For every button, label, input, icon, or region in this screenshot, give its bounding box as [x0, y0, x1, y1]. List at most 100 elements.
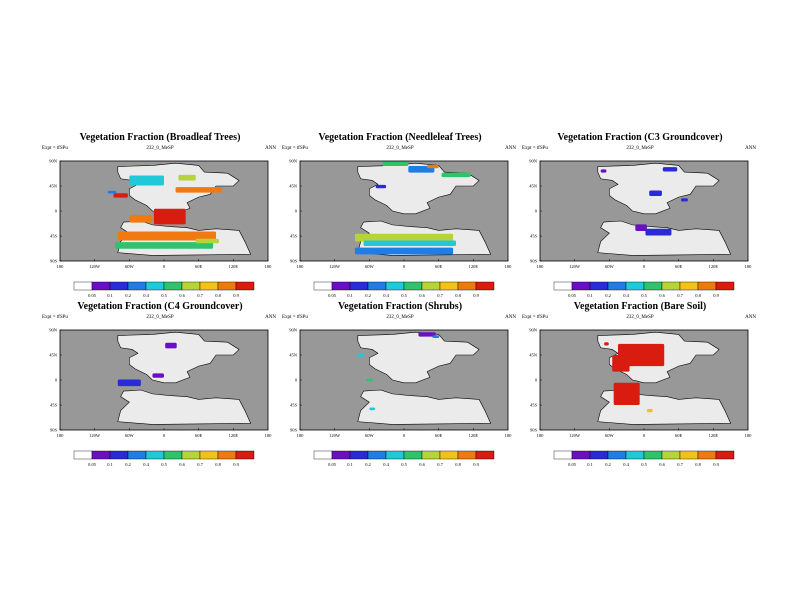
- colorbar-swatch: [385, 281, 405, 291]
- vegetation-region: [680, 198, 688, 202]
- needleleaf-trees-panel: Vegetation Fraction (Needleleaf Trees) E…: [280, 132, 520, 332]
- vegetation-region: [613, 382, 640, 405]
- y-tick-label: 90S: [50, 259, 58, 264]
- expt-label: Expt = tfSPu: [42, 315, 68, 320]
- vegetation-region: [129, 214, 153, 223]
- map-plot: 180 120W 60W 0 60E 120E 180 90N 45N 0 45S 90S 0.05 0.…: [529, 328, 752, 468]
- c4-groundcover-panel: Vegetation Fraction (C4 Groundcover) Exp…: [40, 301, 280, 501]
- panel-title: Vegetation Fraction (C3 Groundcover): [557, 132, 723, 143]
- colorbar-label: 0.05: [88, 462, 97, 467]
- vegetation-region: [357, 353, 365, 357]
- x-tick-label: 120W: [569, 433, 581, 438]
- x-tick-label: 0: [403, 433, 406, 438]
- broadleaf-trees-panel: Vegetation Fraction (Broadleaf Trees) Ex…: [40, 132, 280, 332]
- season-label: ANN: [745, 315, 756, 320]
- x-tick-label: 180: [297, 433, 305, 438]
- colorbar-swatch: [475, 281, 495, 291]
- x-tick-label: 180: [265, 264, 273, 269]
- x-tick-label: 120W: [89, 433, 101, 438]
- x-tick-label: 180: [505, 264, 513, 269]
- vegetation-region: [165, 342, 177, 349]
- colorbar-swatch: [313, 450, 333, 460]
- x-tick-label: 60W: [125, 433, 135, 438]
- y-tick-label: 0: [535, 378, 538, 383]
- x-tick-label: 180: [537, 433, 545, 438]
- colorbar-swatch: [571, 450, 591, 460]
- colorbar-swatch: [349, 281, 369, 291]
- colorbar-label: 0.2: [365, 462, 371, 467]
- colorbar-swatch: [73, 450, 93, 460]
- colorbar-label: 0.05: [568, 293, 577, 298]
- y-tick-label: 0: [55, 378, 58, 383]
- colorbar-swatch: [349, 450, 369, 460]
- x-tick-label: 60W: [365, 433, 375, 438]
- y-tick-label: 0: [535, 209, 538, 214]
- land-north: [597, 162, 720, 215]
- colorbar-swatch: [91, 281, 111, 291]
- colorbar-label: 0.7: [677, 462, 683, 467]
- x-tick-label: 0: [643, 264, 646, 269]
- x-tick-label: 120E: [709, 264, 719, 269]
- y-tick-label: 45S: [290, 234, 298, 239]
- x-tick-label: 60W: [365, 264, 375, 269]
- colorbar-swatch: [181, 281, 201, 291]
- colorbar-label: 0.9: [473, 462, 479, 467]
- y-tick-label: 0: [295, 378, 298, 383]
- run-label: 232_0_MeSP: [626, 315, 654, 320]
- map-plot: 180 120W 60W 0 60E 120E 180 90N 45N 0 45S 90S 0.05 0.…: [529, 159, 752, 299]
- shrubs-panel: Vegetation Fraction (Shrubs) Expt = tfSP…: [280, 301, 520, 501]
- colorbar-label: 0.6: [419, 462, 425, 467]
- colorbar-label: 0.8: [455, 293, 461, 298]
- run-label: 232_0_MeSP: [386, 315, 414, 320]
- x-tick-label: 0: [403, 264, 406, 269]
- colorbar-label: 0.9: [713, 462, 719, 467]
- x-tick-label: 60E: [195, 264, 203, 269]
- x-tick-label: 60W: [605, 264, 615, 269]
- x-tick-label: 180: [537, 264, 545, 269]
- vegetation-region: [382, 161, 409, 166]
- colorbar-label: 0.5: [161, 462, 167, 467]
- colorbar-swatch: [661, 450, 681, 460]
- colorbar-swatch: [163, 281, 183, 291]
- x-tick-label: 120W: [89, 264, 101, 269]
- y-tick-label: 90N: [49, 328, 58, 333]
- y-tick-label: 90N: [289, 328, 298, 333]
- vegetation-region: [600, 169, 607, 173]
- colorbar-swatch: [421, 450, 441, 460]
- x-tick-label: 60W: [125, 264, 135, 269]
- vegetation-region: [427, 164, 439, 169]
- panel-title: Vegetation Fraction (Needleleaf Trees): [318, 132, 482, 143]
- colorbar-label: 0.5: [641, 462, 647, 467]
- colorbar-swatch: [625, 281, 645, 291]
- colorbar-label: 0.4: [383, 293, 389, 298]
- vegetation-region: [662, 167, 678, 172]
- colorbar-label: 0.2: [605, 293, 611, 298]
- colorbar-swatch: [625, 450, 645, 460]
- x-tick-label: 60E: [675, 433, 683, 438]
- colorbar-label: 0.6: [659, 462, 665, 467]
- x-tick-label: 180: [57, 433, 65, 438]
- vegetation-region: [645, 228, 672, 236]
- vegetation-region: [107, 190, 117, 194]
- vegetation-region: [649, 190, 662, 196]
- y-tick-label: 90N: [529, 159, 538, 164]
- x-tick-label: 180: [505, 433, 513, 438]
- y-tick-label: 0: [55, 209, 58, 214]
- y-tick-label: 90S: [290, 259, 298, 264]
- colorbar-swatch: [403, 450, 423, 460]
- x-tick-label: 180: [57, 264, 65, 269]
- vegetation-region: [612, 355, 630, 372]
- panel-title: Vegetation Fraction (Shrubs): [337, 301, 463, 312]
- run-label: 232_0_MeSP: [146, 146, 174, 151]
- colorbar-swatch: [571, 281, 591, 291]
- colorbar-label: 0.4: [143, 462, 149, 467]
- colorbar-label: 0.4: [143, 293, 149, 298]
- colorbar-swatch: [109, 450, 129, 460]
- colorbar-swatch: [457, 450, 477, 460]
- colorbar-label: 0.6: [179, 293, 185, 298]
- colorbar-swatch: [715, 450, 735, 460]
- land-north: [357, 331, 480, 384]
- x-tick-label: 180: [265, 433, 273, 438]
- vegetation-region: [152, 373, 164, 378]
- colorbar-swatch: [421, 281, 441, 291]
